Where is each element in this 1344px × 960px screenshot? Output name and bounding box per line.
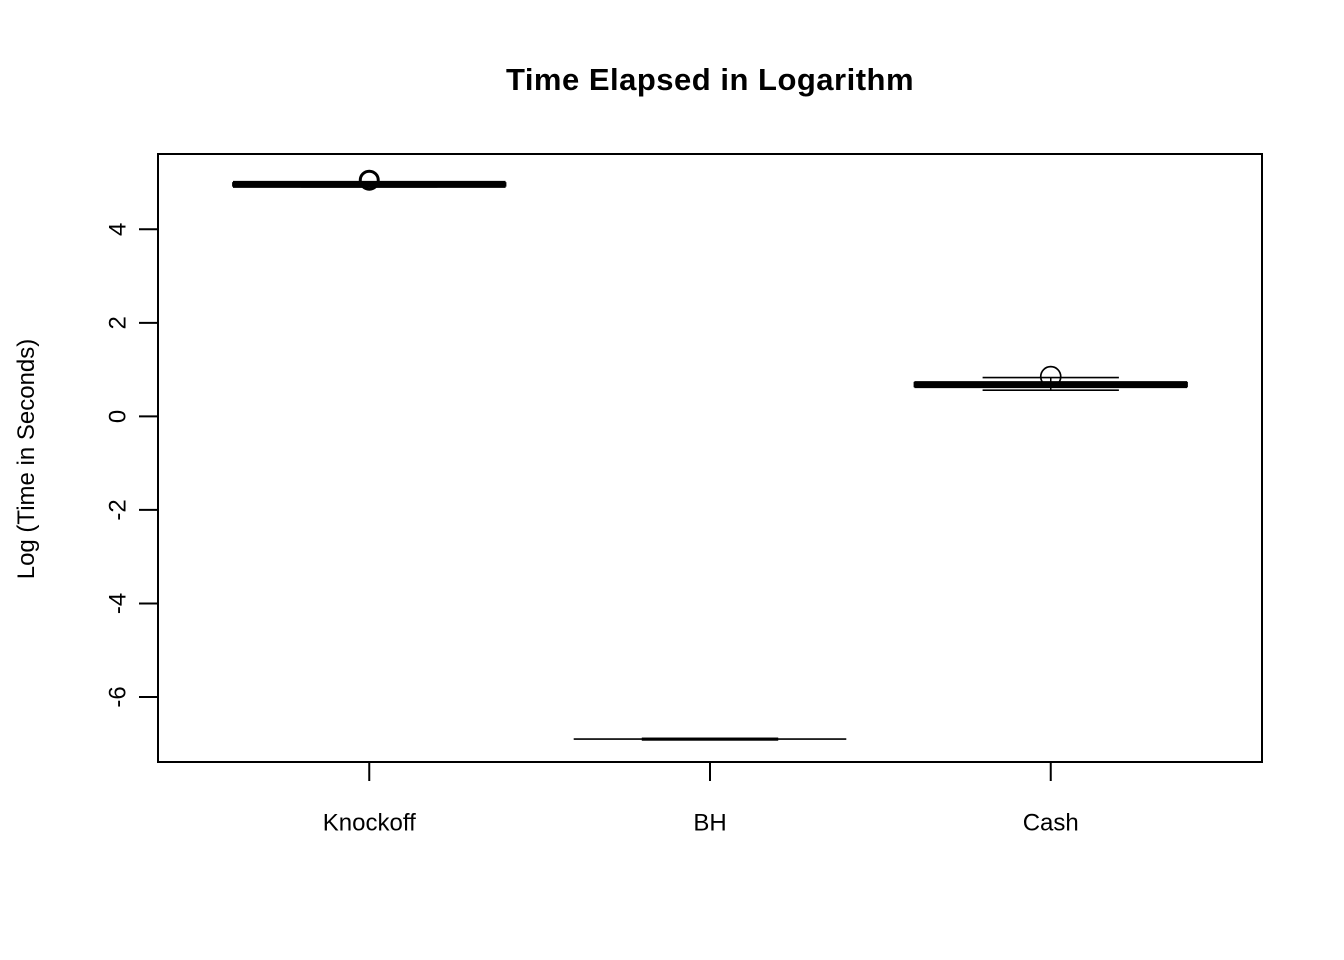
chart-title: Time Elapsed in Logarithm xyxy=(505,62,915,97)
y-axis-tick-label: -2 xyxy=(104,499,131,520)
y-axis-tick-label: -4 xyxy=(104,593,131,614)
x-axis-tick-label: BH xyxy=(693,809,726,836)
y-axis-tick-label: -6 xyxy=(104,686,131,707)
x-axis-tick-label: Knockoff xyxy=(323,809,416,836)
plot-border xyxy=(157,153,1263,763)
x-axis-tick-label: Cash xyxy=(1023,809,1079,836)
y-axis-tick-label: 2 xyxy=(104,316,131,329)
y-axis-tick-label: 0 xyxy=(104,410,131,423)
outlier-point xyxy=(358,169,380,191)
outlier-point xyxy=(1039,365,1062,388)
y-axis-tick-label: 4 xyxy=(104,223,131,236)
